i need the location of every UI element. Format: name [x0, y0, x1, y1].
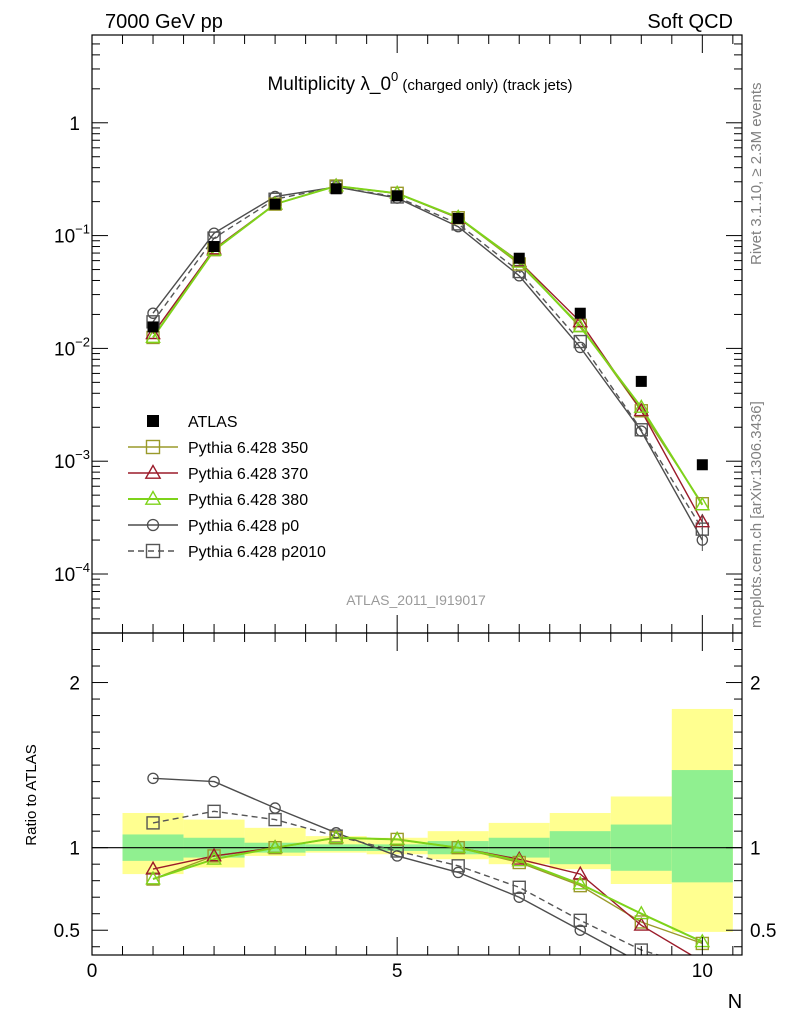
data-point-atlas: [147, 321, 159, 333]
data-point-pythia-6-428-370: [572, 313, 589, 328]
x-tick-label: 10: [692, 961, 713, 982]
legend-label-atlas: ATLAS: [188, 414, 238, 431]
data-point-atlas: [574, 307, 586, 319]
ratio-point-pythia-6-428-370: [511, 850, 528, 865]
main-y-tick-label: 10−3: [54, 447, 90, 473]
x-tick-label: 0: [87, 961, 98, 982]
ratio-y-tick-label: 2: [69, 674, 80, 695]
ratio-plot-panel: 0.5 0.5 1 1 2 2 0 5 10 Ratio to ATLAS N: [23, 632, 776, 1013]
main-y-tick-label: 10−4: [54, 560, 90, 586]
main-y-tick-label: 10−2: [54, 334, 90, 360]
data-point-atlas: [330, 183, 342, 195]
main-plot-panel: 1 10−1 10−2 10−3 10−4 Multiplicity λ_00 (cha…: [54, 34, 743, 634]
ratio-y-tick-label-right: 0.5: [750, 921, 776, 942]
ratio-point-pythia-6-428-380: [511, 852, 528, 867]
mcplots-side-label: mcplots.cern.ch [arXiv:1306.3436]: [748, 401, 765, 628]
plot-title-rest: (charged only) (track jets): [398, 77, 572, 94]
legend-label-pythia-6-428-350: Pythia 6.428 350: [188, 440, 308, 457]
ratio-point-pythia-6-428-350: [573, 878, 587, 893]
ratio-point-pythia-6-428-p2010: [573, 913, 587, 928]
ratio-point-pythia-6-428-p2010: [207, 804, 221, 819]
ratio-y-tick-label-right: 1: [750, 839, 761, 860]
legend-marker-atlas: [147, 415, 159, 427]
data-point-pythia-6-428-p0: [513, 270, 525, 282]
ratio-point-pythia-6-428-p2010: [268, 812, 282, 827]
ratio-point-pythia-6-428-380: [389, 831, 405, 845]
analysis-id-label: ATLAS_2011_I919017: [346, 592, 486, 608]
ratio-point-pythia-6-428-350: [634, 915, 648, 929]
ratio-point-pythia-6-428-380: [145, 870, 161, 885]
ratio-y-tick-label-right: 2: [750, 674, 761, 695]
ratio-point-pythia-6-428-380: [450, 839, 466, 854]
x-axis-label: N: [728, 991, 742, 1013]
data-point-pythia-6-428-p2010: [573, 334, 587, 349]
ratio-point-pythia-6-428-370: [633, 916, 650, 931]
ratio-y-tick-label: 1: [69, 839, 80, 860]
data-point-atlas: [269, 198, 281, 210]
data-point-pythia-6-428-p2010: [634, 423, 648, 437]
data-point-atlas: [696, 459, 708, 471]
legend-marker-pythia-6-428-p2010: [145, 543, 161, 559]
plot-title: Multiplicity λ_00 (charged only) (track …: [267, 69, 572, 95]
legend: ATLAS Pythia 6.428 350 Pythia 6.428 370 Pyt…: [128, 414, 326, 561]
ratio-point-pythia-6-428-p2010: [146, 816, 160, 830]
ratio-point-pythia-6-428-p2010: [451, 859, 465, 873]
data-point-pythia-6-428-p0: [147, 307, 159, 319]
data-point-pythia-6-428-380: [694, 496, 711, 511]
ratio-point-pythia-6-428-380: [633, 905, 650, 920]
header-left-label: 7000 GeV pp: [105, 11, 223, 33]
ratio-line-pythia-6-428-380: [152, 836, 703, 943]
ratio-point-pythia-6-428-380: [206, 850, 222, 865]
series-line-pythia-6-428-p0: [152, 186, 703, 541]
ratio-line-pythia-6-428-p2010: [152, 810, 661, 955]
data-point-pythia-6-428-p0: [208, 227, 220, 239]
legend-marker-pythia-6-428-380: [144, 490, 162, 505]
ratio-point-pythia-6-428-p0: [513, 891, 525, 903]
ratio-plot-frame: [91, 632, 743, 956]
plot-title-main: Multiplicity λ_0: [267, 74, 391, 95]
legend-marker-pythia-6-428-p0: [146, 518, 160, 532]
data-point-pythia-6-428-380: [145, 329, 161, 343]
ratio-point-pythia-6-428-p0: [147, 772, 159, 785]
data-point-pythia-6-428-380: [572, 318, 589, 333]
ratio-uncertainty-band-inner: [671, 770, 733, 883]
data-point-atlas: [513, 252, 525, 264]
legend-label-pythia-6-428-380: Pythia 6.428 380: [188, 492, 308, 509]
ratio-point-pythia-6-428-p0: [391, 850, 403, 862]
ratio-y-axis-label: Ratio to ATLAS: [23, 744, 40, 845]
ratio-point-pythia-6-428-p0: [330, 827, 342, 839]
data-point-atlas: [391, 190, 403, 202]
ratio-point-pythia-6-428-p2010: [634, 943, 648, 955]
ratio-point-pythia-6-428-380: [572, 875, 589, 890]
legend-marker-pythia-6-428-370: [144, 464, 162, 479]
series-line-pythia-6-428-p2010: [152, 186, 703, 530]
main-y-tick-label: 1: [69, 114, 80, 135]
plot-title-superscript: 0: [391, 69, 398, 84]
header-right-label: Soft QCD: [647, 11, 733, 33]
data-point-atlas: [452, 212, 464, 224]
rivet-side-label: Rivet 3.1.10, ≥ 2.3M events: [748, 83, 765, 266]
series-line-pythia-6-428-380: [152, 184, 704, 506]
data-point-pythia-6-428-380: [633, 399, 650, 413]
ratio-point-pythia-6-428-p2010: [512, 880, 526, 894]
ratio-y-tick-label: 0.5: [54, 921, 80, 942]
main-y-tick-label: 10−1: [54, 222, 90, 248]
legend-label-pythia-6-428-370: Pythia 6.428 370: [188, 466, 308, 483]
data-point-atlas: [208, 241, 220, 253]
ratio-point-pythia-6-428-p0: [208, 775, 220, 788]
x-tick-label: 5: [392, 961, 403, 982]
legend-label-pythia-6-428-p0: Pythia 6.428 p0: [188, 518, 299, 535]
ratio-point-pythia-6-428-370: [572, 865, 589, 880]
ratio-point-pythia-6-428-p0: [574, 924, 587, 936]
ratio-point-pythia-6-428-370: [145, 860, 161, 875]
data-point-pythia-6-428-370: [633, 402, 650, 417]
legend-marker-pythia-6-428-350: [145, 439, 161, 455]
data-point-pythia-6-428-370: [145, 325, 161, 340]
data-point-atlas: [635, 375, 647, 387]
ratio-point-pythia-6-428-380: [328, 829, 344, 844]
ratio-point-pythia-6-428-370: [206, 847, 222, 862]
ratio-point-pythia-6-428-380: [267, 839, 283, 854]
legend-label-pythia-6-428-p2010: Pythia 6.428 p2010: [188, 544, 326, 561]
